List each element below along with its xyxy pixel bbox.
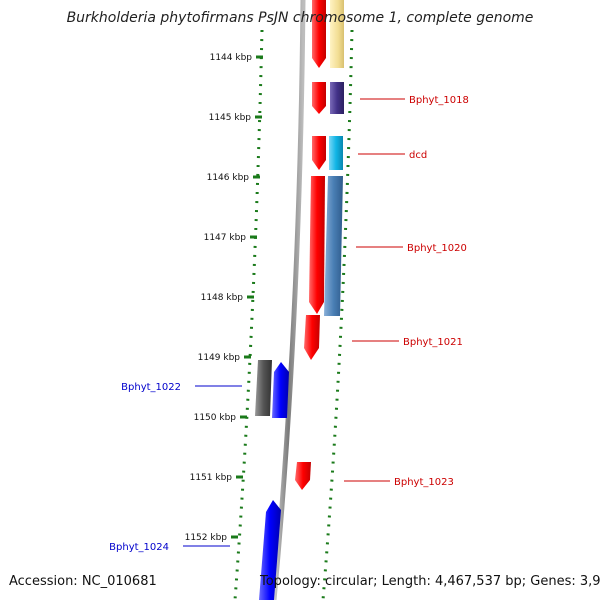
outer-track-left [233,29,264,601]
scale-tick-label: 1149 kbp [198,353,241,363]
gene-label-bphyt-1022[interactable]: Bphyt_1022 [121,382,181,393]
scale-tick-label: 1147 kbp [204,233,247,243]
genome-backbone [271,0,306,601]
gene-label-dcd[interactable]: dcd [409,150,427,161]
tick-layer: 1144 kbp 1145 kbp 1146 kbp 1147 kbp 1148 kbp… [185,53,263,543]
gene-arrow-upper [312,0,326,68]
gene-arrow-bphyt-1018 [312,82,326,114]
gene-arrow-bphyt-1023 [295,462,311,490]
scale-tick-label: 1145 kbp [209,113,252,123]
gene-label-bphyt-1018[interactable]: Bphyt_1018 [409,95,469,106]
scale-tick-label: 1151 kbp [190,473,233,483]
gene-arrow-dcd [312,136,326,170]
function-box-bphyt-1022 [255,360,272,416]
scale-tick-label: 1150 kbp [194,413,237,423]
scale-tick-label: 1152 kbp [185,533,228,543]
gene-arrow-bphyt-1020 [309,176,325,314]
function-box-bphyt-1020 [324,176,343,316]
gene-arrow-bphyt-1022 [272,362,289,418]
scale-tick-label: 1146 kbp [207,173,250,183]
scale-tick-label: 1144 kbp [210,53,253,63]
gene-label-bphyt-1024[interactable]: Bphyt_1024 [109,542,169,553]
gene-arrow-bphyt-1021 [304,315,320,360]
outer-track-right [321,29,354,601]
function-box-bphyt-1018 [330,82,344,114]
function-box-upper [330,0,344,68]
function-box-dcd [329,136,343,170]
scale-tick-label: 1148 kbp [201,293,244,303]
map-title: Burkholderia phytofirmans PsJN chromosom… [66,10,534,26]
gene-arrow-bphyt-1024 [259,500,281,600]
genome-summary-text: Topology: circular; Length: 4,467,537 bp… [260,574,600,589]
gene-label-bphyt-1023[interactable]: Bphyt_1023 [394,477,454,488]
gene-label-bphyt-1021[interactable]: Bphyt_1021 [403,337,463,348]
gene-label-bphyt-1020[interactable]: Bphyt_1020 [407,243,467,254]
accession-text: Accession: NC_010681 [9,574,157,589]
